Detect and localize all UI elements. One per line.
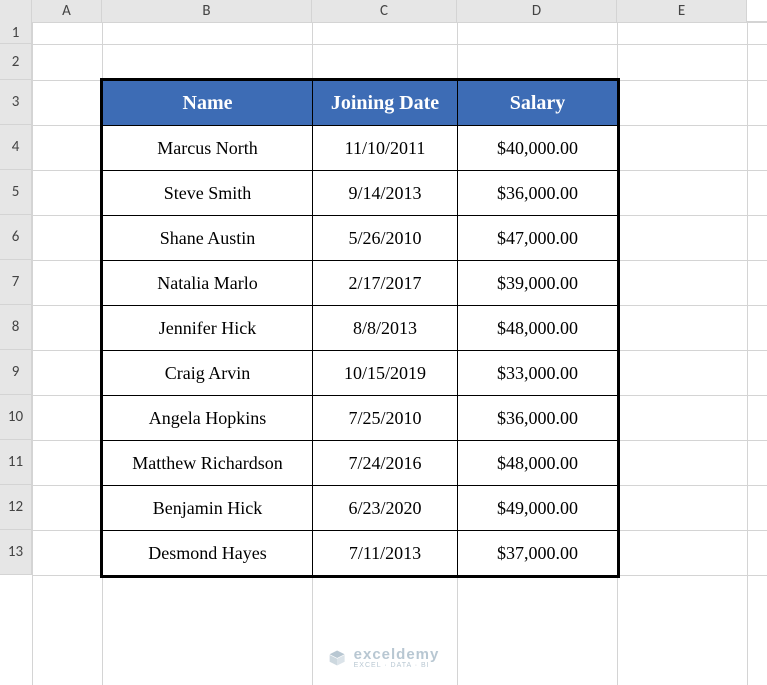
table-cell[interactable]: Desmond Hayes [103,531,313,576]
table-cell[interactable]: Angela Hopkins [103,396,313,441]
row-header[interactable]: 5 [0,170,32,215]
table-row: Marcus North11/10/2011$40,000.00 [103,126,618,171]
spreadsheet-area: ABCDE 12345678910111213 NameJoining Date… [0,0,767,685]
table-cell[interactable]: Steve Smith [103,171,313,216]
column-header[interactable]: A [32,0,102,22]
table-cell[interactable]: $47,000.00 [458,216,618,261]
table-row: Steve Smith9/14/2013$36,000.00 [103,171,618,216]
table-cell[interactable]: 8/8/2013 [313,306,458,351]
table-cell[interactable]: $40,000.00 [458,126,618,171]
table-cell[interactable]: 11/10/2011 [313,126,458,171]
data-table[interactable]: NameJoining DateSalary Marcus North11/10… [102,80,618,576]
table-row: Desmond Hayes7/11/2013$37,000.00 [103,531,618,576]
table-cell[interactable]: Jennifer Hick [103,306,313,351]
table-cell[interactable]: $33,000.00 [458,351,618,396]
table-row: Angela Hopkins7/25/2010$36,000.00 [103,396,618,441]
table-cell[interactable]: 9/14/2013 [313,171,458,216]
column-header[interactable]: C [312,0,457,22]
table-row: Shane Austin5/26/2010$47,000.00 [103,216,618,261]
table-cell[interactable]: $48,000.00 [458,441,618,486]
table-cell[interactable]: 2/17/2017 [313,261,458,306]
row-header[interactable]: 12 [0,485,32,530]
row-header[interactable]: 2 [0,44,32,80]
table-header-cell[interactable]: Salary [458,81,618,126]
table-cell[interactable]: 6/23/2020 [313,486,458,531]
cube-icon [328,649,346,667]
table-header-cell[interactable]: Name [103,81,313,126]
table-cell[interactable]: Shane Austin [103,216,313,261]
row-header[interactable]: 6 [0,215,32,260]
row-header[interactable]: 11 [0,440,32,485]
table-row: Natalia Marlo2/17/2017$39,000.00 [103,261,618,306]
table-row: Craig Arvin10/15/2019$33,000.00 [103,351,618,396]
column-header[interactable]: B [102,0,312,22]
column-header[interactable]: D [457,0,617,22]
row-header[interactable]: 1 [0,22,32,44]
table-header-row: NameJoining DateSalary [103,81,618,126]
table-cell[interactable]: $36,000.00 [458,396,618,441]
row-header[interactable]: 10 [0,395,32,440]
table-cell[interactable]: $49,000.00 [458,486,618,531]
table-cell[interactable]: Matthew Richardson [103,441,313,486]
row-headers-col: 12345678910111213 [0,22,32,575]
column-headers-row: ABCDE [0,0,767,22]
table-row: Benjamin Hick6/23/2020$49,000.00 [103,486,618,531]
row-header[interactable]: 8 [0,305,32,350]
table-cell[interactable]: Marcus North [103,126,313,171]
select-all-corner[interactable] [0,0,32,22]
table-cell[interactable]: Craig Arvin [103,351,313,396]
row-header[interactable]: 9 [0,350,32,395]
table-cell[interactable]: 7/24/2016 [313,441,458,486]
table-cell[interactable]: 5/26/2010 [313,216,458,261]
row-header[interactable]: 7 [0,260,32,305]
watermark: exceldemy EXCEL · DATA · BI [328,647,440,669]
table-cell[interactable]: 7/11/2013 [313,531,458,576]
table-cell[interactable]: $48,000.00 [458,306,618,351]
table-cell[interactable]: Benjamin Hick [103,486,313,531]
table-cell[interactable]: 7/25/2010 [313,396,458,441]
table-cell[interactable]: $37,000.00 [458,531,618,576]
table-row: Jennifer Hick8/8/2013$48,000.00 [103,306,618,351]
row-header[interactable]: 3 [0,80,32,125]
table-header-cell[interactable]: Joining Date [313,81,458,126]
table-cell[interactable]: $36,000.00 [458,171,618,216]
table-cell[interactable]: 10/15/2019 [313,351,458,396]
watermark-main: exceldemy [354,647,440,662]
column-header[interactable]: E [617,0,747,22]
row-header[interactable]: 13 [0,530,32,575]
table-cell[interactable]: Natalia Marlo [103,261,313,306]
row-header[interactable]: 4 [0,125,32,170]
table-cell[interactable]: $39,000.00 [458,261,618,306]
table-row: Matthew Richardson7/24/2016$48,000.00 [103,441,618,486]
watermark-sub: EXCEL · DATA · BI [354,662,440,669]
